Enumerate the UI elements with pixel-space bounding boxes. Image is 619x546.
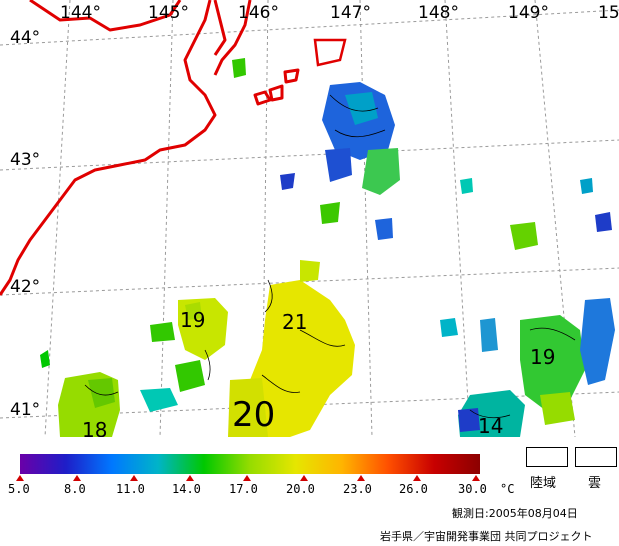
colorbar-tick-label: 14.0 (172, 482, 201, 496)
map-canvas (0, 0, 619, 437)
cloud-key-label: 雲 (588, 476, 602, 491)
isotherms (84, 94, 576, 419)
land-key-label: 陸域 (530, 476, 557, 491)
latitude-label: 41° (10, 400, 41, 420)
colorbar-tick (130, 475, 138, 481)
observation-date: 観測日:2005年08月04日 (452, 507, 578, 520)
colorbar-tick-label: 20.0 (286, 482, 315, 496)
isotherm-label: 20 (232, 395, 276, 435)
longitude-label: 149° (508, 3, 549, 23)
isotherm-label: 14 (478, 414, 504, 437)
isotherm-label: 21 (282, 310, 308, 334)
longitude-label: 146° (238, 3, 279, 23)
longitude-label: 147° (330, 3, 371, 23)
colorbar-tick (472, 475, 480, 481)
isotherm-label: 19 (530, 345, 556, 369)
colorbar-tick-label: 5.0 (8, 482, 30, 496)
sst-patches (40, 38, 615, 437)
colorbar-tick (16, 475, 24, 481)
longitude-label: 145° (148, 3, 189, 23)
legend: 5.0 8.0 11.0 14.0 17.0 20.0 23.0 26.0 30… (0, 437, 619, 546)
temperature-colorbar (20, 454, 480, 474)
colorbar-tick (357, 475, 365, 481)
longitude-label: 15 (598, 3, 619, 23)
colorbar-tick-label: 30.0 (458, 482, 487, 496)
latitude-label: 42° (10, 277, 41, 297)
coastline (0, 0, 300, 296)
colorbar-tick (73, 475, 81, 481)
cloud-key-box (575, 447, 617, 467)
colorbar-tick-label: 26.0 (399, 482, 428, 496)
longitude-label: 148° (418, 3, 459, 23)
longitude-label: 144° (60, 3, 101, 23)
latitude-label: 44° (10, 28, 41, 48)
colorbar-tick-label: 17.0 (229, 482, 258, 496)
colorbar-unit: °C (500, 482, 515, 496)
sst-map: 144° 145° 146° 147° 148° 149° 15 44° 43°… (0, 0, 619, 437)
credit-text: 岩手県／宇宙開発事業団 共同プロジェクト (380, 530, 593, 543)
isotherm-label: 18 (82, 418, 108, 437)
colorbar-tick (300, 475, 308, 481)
isotherm-label: 19 (180, 308, 206, 332)
colorbar-tick-label: 23.0 (343, 482, 372, 496)
colorbar-tick-label: 11.0 (116, 482, 145, 496)
colorbar-tick-label: 8.0 (64, 482, 86, 496)
colorbar-tick (243, 475, 251, 481)
land-key-box (526, 447, 568, 467)
colorbar-tick (413, 475, 421, 481)
colorbar-tick (186, 475, 194, 481)
latitude-label: 43° (10, 150, 41, 170)
